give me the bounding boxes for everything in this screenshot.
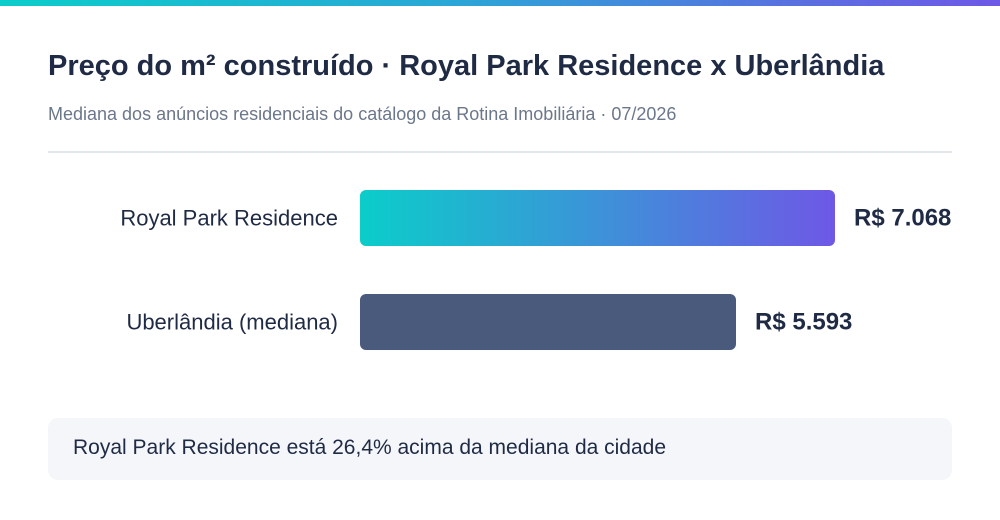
top-accent-bar bbox=[0, 0, 1000, 6]
divider bbox=[48, 151, 952, 153]
bar-royal-park bbox=[360, 190, 835, 246]
bar-value-label: R$ 5.593 bbox=[755, 309, 852, 336]
bar-value-label: R$ 7.068 bbox=[854, 205, 951, 232]
category-label: Royal Park Residence bbox=[120, 206, 338, 231]
comparison-note-text: Royal Park Residence está 26,4% acima da… bbox=[73, 436, 667, 459]
bar-uberlandia bbox=[360, 294, 736, 350]
chart-subtitle: Mediana dos anúncios residenciais do cat… bbox=[48, 104, 677, 124]
comparison-note: Royal Park Residence está 26,4% acima da… bbox=[48, 418, 952, 480]
bar-chart: Royal Park Residence R$ 7.068 Uberlândia (… bbox=[120, 190, 951, 350]
chart-title: Preço do m² construído · Royal Park Resi… bbox=[48, 50, 885, 82]
category-label: Uberlândia (mediana) bbox=[126, 310, 338, 335]
